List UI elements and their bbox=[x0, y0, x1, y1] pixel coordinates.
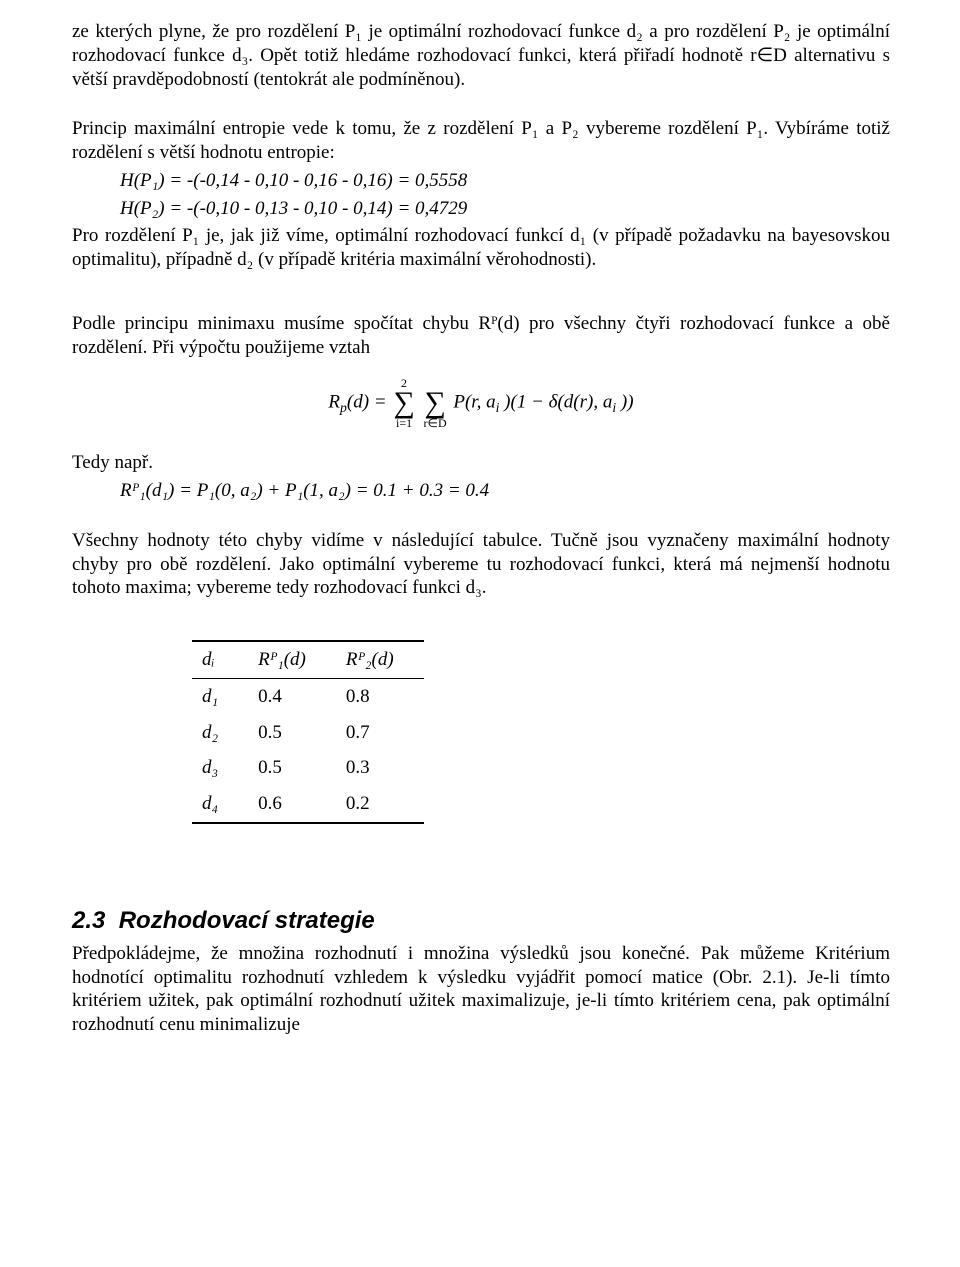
section-number: 2.3 bbox=[72, 907, 105, 934]
paragraph-2: Princip maximální entropie vede k tomu, … bbox=[72, 117, 890, 165]
paragraph-1: ze kterých plyne, že pro rozdělení P₁ je… bbox=[72, 20, 890, 91]
table-cell: 0.7 bbox=[336, 715, 424, 751]
table-cell: 0.6 bbox=[248, 786, 336, 823]
table-cell: d₃ bbox=[192, 750, 248, 786]
section-title: Rozhodovací strategie bbox=[119, 907, 375, 934]
sum-outer-symbol: ∑ bbox=[393, 389, 414, 417]
table-row: d₃0.50.3 bbox=[192, 750, 424, 786]
formula-lhs-arg: (d) = bbox=[347, 392, 391, 413]
sum-inner-bot: r∈D bbox=[424, 417, 447, 429]
table-cell: 0.5 bbox=[248, 750, 336, 786]
sum-outer: 2 ∑ i=1 bbox=[393, 377, 414, 429]
paragraph-3: Pro rozdělení P₁ je, jak již víme, optim… bbox=[72, 224, 890, 272]
table-cell: d₂ bbox=[192, 715, 248, 751]
table-cell: 0.5 bbox=[248, 715, 336, 751]
table-cell: d₁ bbox=[192, 678, 248, 714]
sum-inner-symbol: ∑ bbox=[424, 389, 447, 417]
th-di: dᵢ bbox=[192, 641, 248, 678]
error-table: dᵢ Rᴾ₁(d) Rᴾ₂(d) d₁0.40.8d₂0.50.7d₃0.50.… bbox=[192, 640, 424, 824]
formula-rhs-1: P(r, a bbox=[453, 392, 495, 413]
formula-rhs-mid: )(1 − δ(d(r), a bbox=[499, 392, 612, 413]
entropy-hp2: H(P₂) = -(-0,10 - 0,13 - 0,10 - 0,14) = … bbox=[72, 197, 890, 221]
table-cell: 0.4 bbox=[248, 678, 336, 714]
formula-rp: Rp(d) = 2 ∑ i=1 ∑ r∈D P(r, ai )(1 − δ(d(… bbox=[72, 377, 890, 429]
sum-inner: ∑ r∈D bbox=[424, 377, 447, 429]
table-body: d₁0.40.8d₂0.50.7d₃0.50.3d₄0.60.2 bbox=[192, 678, 424, 823]
sum-outer-bot: i=1 bbox=[393, 417, 414, 429]
section-heading: 2.3 Rozhodovací strategie bbox=[72, 906, 890, 936]
page: ze kterých plyne, že pro rozdělení P₁ je… bbox=[0, 0, 960, 1267]
table-head-row: dᵢ Rᴾ₁(d) Rᴾ₂(d) bbox=[192, 641, 424, 678]
paragraph-5: Všechny hodnoty této chyby vidíme v násl… bbox=[72, 529, 890, 600]
paragraph-4: Podle principu minimaxu musíme spočítat … bbox=[72, 312, 890, 360]
table-cell: 0.3 bbox=[336, 750, 424, 786]
table-row: d₁0.40.8 bbox=[192, 678, 424, 714]
table-cell: 0.8 bbox=[336, 678, 424, 714]
formula-lhs-sub: p bbox=[340, 400, 347, 415]
table-row: d₄0.60.2 bbox=[192, 786, 424, 823]
formula-rhs-end: )) bbox=[616, 392, 633, 413]
tedy-equation: Rᴾ₁(d₁) = P₁(0, a₂) + P₁(1, a₂) = 0.1 + … bbox=[72, 479, 890, 503]
th-rp2: Rᴾ₂(d) bbox=[336, 641, 424, 678]
tedy-label: Tedy např. bbox=[72, 451, 890, 475]
formula-lhs: R bbox=[328, 392, 340, 413]
entropy-hp1: H(P₁) = -(-0,14 - 0,10 - 0,16 - 0,16) = … bbox=[72, 169, 890, 193]
paragraph-6: Předpokládejme, že množina rozhodnutí i … bbox=[72, 942, 890, 1037]
table-cell: d₄ bbox=[192, 786, 248, 823]
table-row: d₂0.50.7 bbox=[192, 715, 424, 751]
th-rp1: Rᴾ₁(d) bbox=[248, 641, 336, 678]
table-cell: 0.2 bbox=[336, 786, 424, 823]
